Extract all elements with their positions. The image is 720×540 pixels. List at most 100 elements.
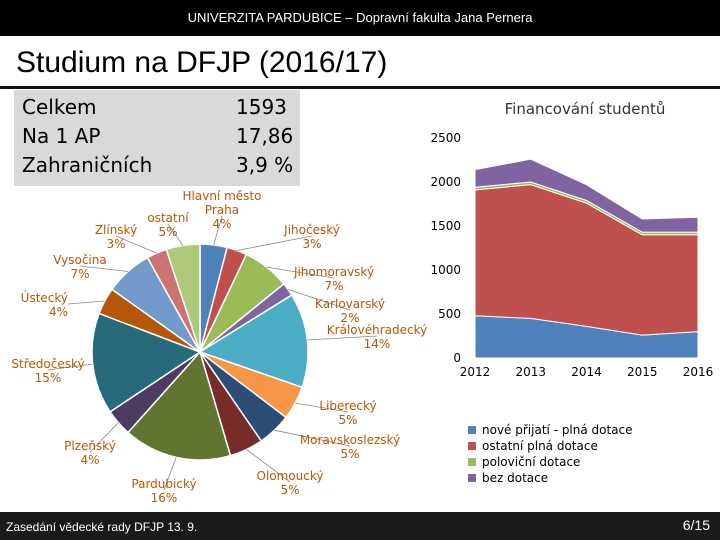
y-tick-label: 1000 xyxy=(430,263,461,277)
pie-label-line: 7% xyxy=(324,279,343,293)
leader-line xyxy=(246,449,291,483)
x-tick-label: 2015 xyxy=(627,365,658,379)
pie-label-line: Vysočina xyxy=(53,253,106,267)
footer-text: Zasedání vědecké rady DFJP 13. 9. xyxy=(6,520,198,534)
pie-label: Olomoucký 5% xyxy=(257,469,324,497)
leader-line xyxy=(115,235,157,254)
pie-label-line: 5% xyxy=(338,413,357,427)
pie-label-line: 14% xyxy=(364,337,391,351)
pie-label: Zlínský 3% xyxy=(95,223,137,251)
legend-swatch xyxy=(468,458,476,466)
pie-label-line: 7% xyxy=(70,267,89,281)
y-tick-label: 1500 xyxy=(430,219,461,233)
pie-label-line: Středočeský xyxy=(11,357,84,371)
header-bar: UNIVERZITA PARDUBICE – Dopravní fakulta … xyxy=(0,0,720,36)
pie-label: Jihomoravský 7% xyxy=(293,265,374,293)
leader-line xyxy=(307,335,378,341)
area-series-fill xyxy=(474,158,699,233)
chart-legend: nové přijatí - plná dotace ostatní plná d… xyxy=(468,423,633,485)
x-tick-label: 2013 xyxy=(515,365,546,379)
pie-label: Královéhradecký 14% xyxy=(327,323,427,351)
leader-line xyxy=(266,266,335,279)
pie-label: ostatní 5% xyxy=(147,211,189,239)
leader-line xyxy=(163,457,177,491)
pie-label: Plzeňský 4% xyxy=(64,439,116,467)
pie-label-line: Karlovarský xyxy=(315,297,385,311)
pie-label-line: Plzeňský xyxy=(64,439,116,453)
legend-label: nové přijatí - plná dotace xyxy=(482,423,633,437)
pie-leader-lines xyxy=(47,215,378,491)
leader-line xyxy=(274,429,351,447)
leader-line xyxy=(89,422,119,453)
y-axis: 0 500 1000 1500 2000 2500 xyxy=(430,131,461,365)
pie-label-line: 2% xyxy=(340,311,359,325)
legend-swatch xyxy=(468,474,476,482)
x-tick-label: 2014 xyxy=(571,365,602,379)
y-tick-label: 2000 xyxy=(430,175,461,189)
leader-line xyxy=(47,363,93,371)
legend-swatch xyxy=(468,442,476,450)
pie-label-line: 4% xyxy=(49,305,68,319)
pie-label-line: Hlavní město xyxy=(183,190,262,203)
pie-label: Vysočina 7% xyxy=(53,253,106,281)
leader-line xyxy=(167,223,184,246)
pie-label-line: Jihomoravský xyxy=(293,265,374,279)
pie-label-line: 15% xyxy=(35,371,62,385)
pie-label: Hlavní město Praha 4% xyxy=(183,190,262,231)
leader-line xyxy=(213,215,223,246)
pie-label-line: 3% xyxy=(302,237,321,251)
funding-area-chart: Financování studentů 0 500 1000 1500 2000 250… xyxy=(430,100,714,485)
x-tick-label: 2012 xyxy=(460,365,491,379)
leader-line xyxy=(287,289,351,311)
leader-line xyxy=(79,265,129,272)
area-series-fill xyxy=(474,184,699,336)
legend-swatch xyxy=(468,426,476,434)
pie-label-line: Liberecký xyxy=(319,399,376,413)
leader-line xyxy=(67,300,105,305)
y-tick-label: 0 xyxy=(453,351,461,365)
pie-label: Pardubický 16% xyxy=(131,477,196,505)
pie-label-line: Olomoucký xyxy=(257,469,324,483)
pie-label-line: 5% xyxy=(280,483,299,497)
pie-label: Ústecký 4% xyxy=(21,290,68,319)
footer-bar: Zasedání vědecké rady DFJP 13. 9. 6/15 xyxy=(0,512,720,540)
page-title: Studium na DFJP (2016/17) xyxy=(16,46,388,79)
pie-label-line: 16% xyxy=(151,491,178,505)
pie-label-line: 4% xyxy=(212,217,231,231)
pie-label-line: 4% xyxy=(80,453,99,467)
legend-label: ostatní plná dotace xyxy=(482,439,598,453)
leader-line xyxy=(236,235,313,251)
stats-box: Celkem 1593 Na 1 AP 17,86 Zahraničních 3… xyxy=(14,90,300,186)
stat-total-value: 1593 xyxy=(236,95,287,119)
chart-title: Financování studentů xyxy=(505,100,666,118)
x-axis: 2012 2013 2014 2015 2016 xyxy=(460,365,714,379)
region-pie-chart: Hlavní město Praha 4% Jihočeský 3%Jihomoravs… xyxy=(11,190,427,505)
y-tick-label: 2500 xyxy=(430,131,461,145)
pie-label-line: ostatní xyxy=(147,211,189,225)
stat-foreign-label: Zahraničních xyxy=(22,153,153,177)
pie-label-line: Ústecký xyxy=(21,290,68,305)
pie-label-line: Zlínský xyxy=(95,223,137,237)
pie-labels: Hlavní město Praha 4% Jihočeský 3%Jihomoravs… xyxy=(11,190,427,505)
header-text: UNIVERZITA PARDUBICE – Dopravní fakulta … xyxy=(187,10,533,25)
pie-label-line: Moravskoslezský xyxy=(300,433,400,447)
pie-slice xyxy=(126,350,232,461)
y-tick-label: 500 xyxy=(438,307,461,321)
pie-label-line: 5% xyxy=(340,447,359,461)
pie-label-line: Pardubický xyxy=(131,477,196,491)
pie-label-line: 3% xyxy=(106,237,125,251)
pie-slices xyxy=(91,243,309,461)
pie-label: Liberecký 5% xyxy=(319,399,376,427)
pie-label: Karlovarský 2% xyxy=(315,297,385,325)
pie-label: Jihočeský 3% xyxy=(283,223,340,251)
title-divider xyxy=(0,86,720,89)
x-tick-label: 2016 xyxy=(683,365,714,379)
area-series xyxy=(474,158,699,359)
stat-total-label: Celkem xyxy=(22,95,97,119)
stat-per-ap-label: Na 1 AP xyxy=(22,124,101,148)
slide-number: 6/15 xyxy=(682,517,710,533)
pie-label: Středočeský 15% xyxy=(11,357,84,385)
pie-label-line: Královéhradecký xyxy=(327,323,427,337)
legend-label: bez dotace xyxy=(482,471,548,485)
pie-label-line: Jihočeský xyxy=(283,223,340,237)
